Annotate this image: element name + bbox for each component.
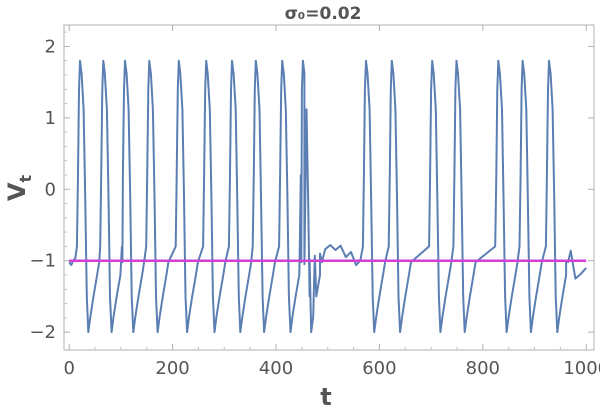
y-tick-label: 0: [45, 179, 56, 200]
y-axis-label: Vt: [3, 175, 35, 202]
x-axis-label: t: [320, 383, 331, 411]
plot-frame: [63, 24, 595, 351]
x-tick-label: 1000: [563, 358, 600, 379]
y-tick-label: 2: [45, 36, 56, 57]
y-tick-label: −2: [29, 322, 56, 343]
x-tick-label: 200: [155, 358, 189, 379]
x-axis: 0 200 400 600 800 1000: [63, 25, 600, 379]
series-line-voltage: [68, 59, 587, 334]
x-tick-label: 600: [362, 358, 396, 379]
x-tick-label: 400: [259, 358, 293, 379]
x-tick-label: 800: [466, 358, 500, 379]
chart-title: σ₀=0.02: [285, 4, 362, 24]
y-axis-label-main: V: [3, 182, 31, 201]
y-tick-label: −1: [29, 251, 56, 272]
y-axis: −2 −1 0 1 2: [29, 31, 594, 343]
plot-area: [68, 59, 587, 334]
y-tick-label: 1: [45, 108, 56, 129]
x-tick-label: 0: [63, 358, 74, 379]
y-axis-label-sub: t: [16, 175, 35, 183]
